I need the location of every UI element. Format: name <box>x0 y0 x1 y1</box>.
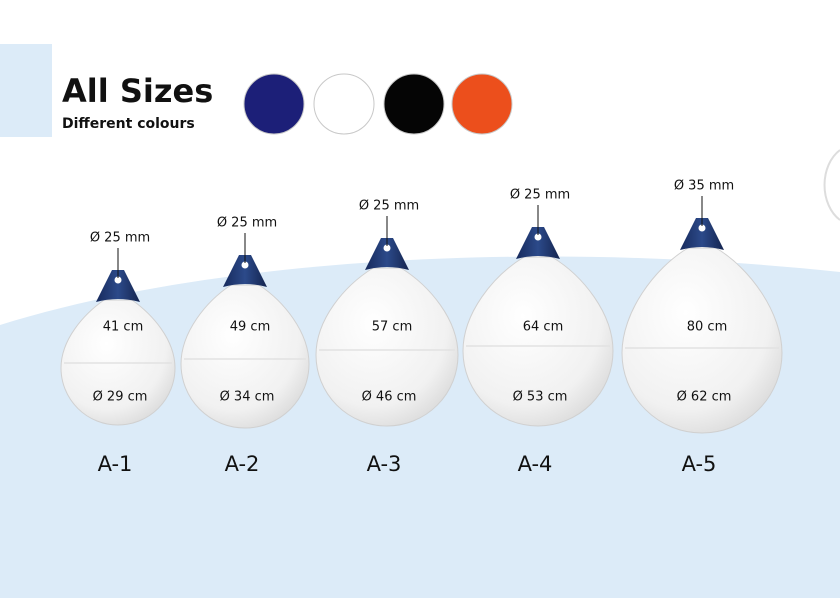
colour-swatch <box>383 73 445 135</box>
colour-swatch <box>313 73 375 135</box>
buoy-cap <box>516 227 560 259</box>
buoy-body <box>180 284 310 429</box>
height-label: 57 cm <box>372 320 413 335</box>
edge-decoration <box>823 149 840 221</box>
diameter-label: Ø 53 cm <box>513 390 568 405</box>
buoy-body <box>621 247 783 434</box>
height-label: 49 cm <box>230 320 271 335</box>
model-name: A-2 <box>225 452 260 476</box>
buoy-cap <box>365 238 409 270</box>
title: All Sizes <box>62 72 213 110</box>
diameter-label: Ø 62 cm <box>677 390 732 405</box>
buoy-eye <box>114 276 122 284</box>
diameter-label: Ø 34 cm <box>220 390 275 405</box>
buoy-eye <box>241 261 249 269</box>
diameter-label: Ø 46 cm <box>362 390 417 405</box>
rope-diameter: Ø 35 mm <box>674 179 734 194</box>
diameter-label: Ø 29 cm <box>93 390 148 405</box>
rope-diameter: Ø 25 mm <box>510 188 570 203</box>
buoy-eye <box>534 233 542 241</box>
model-name: A-3 <box>367 452 402 476</box>
colour-swatch <box>451 73 513 135</box>
accent-block <box>0 44 52 137</box>
colour-swatch <box>243 73 305 135</box>
subtitle: Different colours <box>62 116 195 132</box>
rope-diameter: Ø 25 mm <box>217 216 277 231</box>
model-name: A-1 <box>98 452 133 476</box>
buoy-cap <box>96 270 140 302</box>
buoy-eye <box>698 224 706 232</box>
model-name: A-5 <box>682 452 717 476</box>
height-label: 64 cm <box>523 320 564 335</box>
height-label: 41 cm <box>103 320 144 335</box>
buoy-cap <box>223 255 267 287</box>
rope-diameter: Ø 25 mm <box>359 199 419 214</box>
buoy-body <box>462 256 614 427</box>
buoy-body <box>315 267 459 427</box>
buoy-cap <box>680 218 724 250</box>
buoy-eye <box>383 244 391 252</box>
model-name: A-4 <box>518 452 553 476</box>
rope-diameter: Ø 25 mm <box>90 231 150 246</box>
height-label: 80 cm <box>687 320 728 335</box>
